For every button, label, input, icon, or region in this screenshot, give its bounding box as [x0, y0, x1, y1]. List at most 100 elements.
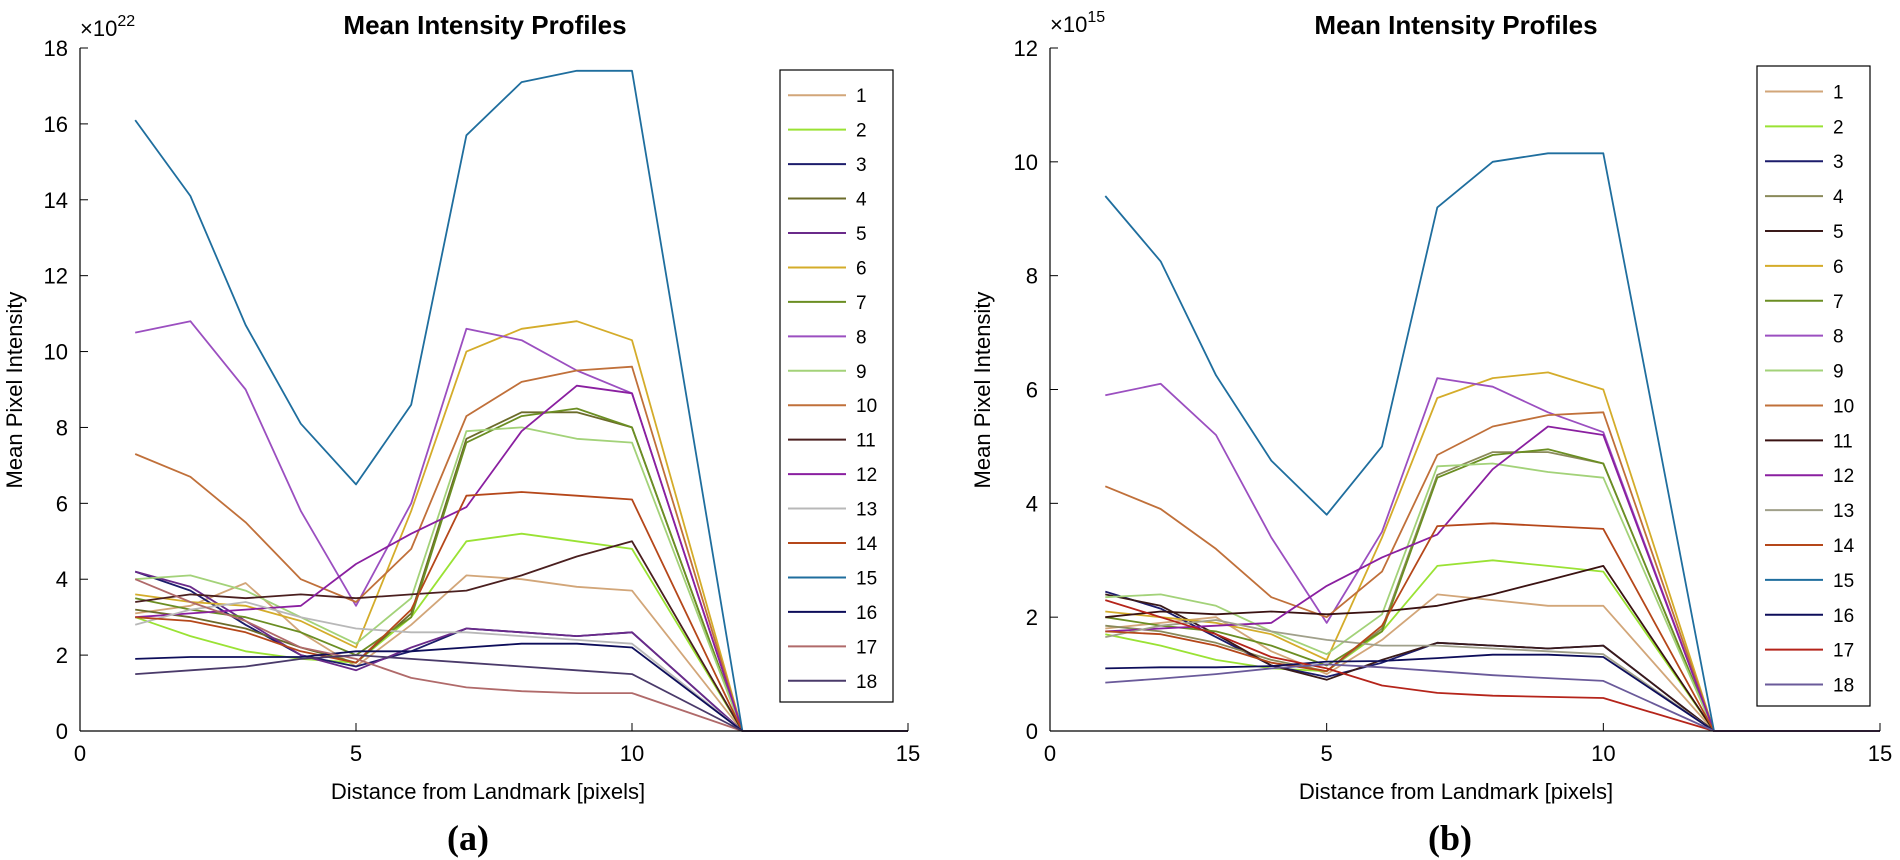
- plot-area: [1050, 48, 1880, 731]
- legend-label-5: 5: [1833, 222, 1844, 243]
- series-line-9: [1105, 462, 1880, 732]
- legend-box: [1756, 65, 1871, 707]
- legend-label-6: 6: [1833, 257, 1844, 278]
- legend-label-7: 7: [856, 293, 867, 314]
- legend-label-15: 15: [1833, 571, 1854, 592]
- panel-caption-a: (a): [447, 818, 489, 858]
- legend-label-1: 1: [856, 86, 867, 107]
- x-tick-label: 0: [74, 741, 86, 766]
- legend-label-13: 13: [1833, 501, 1854, 522]
- series-line-9: [135, 426, 908, 732]
- legend-label-9: 9: [856, 362, 867, 383]
- series-line-13: [1105, 619, 1880, 732]
- legend-label-12: 12: [856, 465, 877, 486]
- series-line-13: [134, 601, 908, 732]
- series-line-18: [1105, 663, 1880, 732]
- legend-label-2: 2: [856, 121, 867, 142]
- x-tick-label: 15: [1868, 741, 1892, 766]
- series-line-12: [1105, 425, 1880, 732]
- series-line-7: [135, 407, 908, 732]
- x-tick-label: 5: [1321, 741, 1333, 766]
- series-line-16: [1105, 653, 1880, 732]
- y-tick-label: 4: [1026, 491, 1038, 516]
- y-tick-label: 8: [56, 415, 68, 440]
- chart-title: Mean Intensity Profiles: [343, 10, 626, 40]
- x-tick-label: 10: [620, 741, 644, 766]
- legend-label-7: 7: [1833, 292, 1844, 313]
- series-line-12: [135, 384, 908, 732]
- series-lines: [1104, 152, 1880, 732]
- legend-label-14: 14: [856, 534, 878, 555]
- x-tick-label: 0: [1044, 741, 1056, 766]
- y-tick-label: 16: [44, 112, 68, 137]
- legend-label-11: 11: [856, 431, 876, 452]
- y-tick-label: 6: [56, 491, 68, 516]
- y-tick-label: 14: [44, 188, 68, 213]
- legend-label-15: 15: [856, 568, 877, 589]
- series-line-1: [135, 574, 908, 732]
- y-tick-label: 10: [1014, 150, 1038, 175]
- series-line-11: [1105, 565, 1880, 732]
- series-line-17: [1105, 599, 1880, 732]
- y-tick-label: 0: [56, 719, 68, 744]
- legend-label-16: 16: [1833, 606, 1854, 627]
- legend-label-14: 14: [1833, 536, 1855, 557]
- legend-label-18: 18: [1833, 676, 1854, 697]
- x-tick-label: 10: [1591, 741, 1615, 766]
- y-tick-label: 8: [1026, 264, 1038, 289]
- plot-area: [80, 48, 908, 731]
- legend-label-1: 1: [1833, 82, 1844, 103]
- series-line-5: [1105, 593, 1880, 732]
- legend-label-3: 3: [856, 155, 867, 176]
- y-tick-label: 12: [1014, 36, 1038, 61]
- legend-label-2: 2: [1833, 117, 1844, 138]
- x-tick-label: 15: [896, 741, 920, 766]
- series-line-10: [1104, 411, 1880, 732]
- legend-label-3: 3: [1833, 152, 1844, 173]
- series-line-6: [135, 320, 908, 732]
- y-tick-label: 4: [56, 567, 68, 592]
- x-axis-label: Distance from Landmark [pixels]: [1299, 779, 1613, 804]
- legend-label-8: 8: [856, 327, 867, 348]
- panel-caption-b: (b): [1428, 818, 1472, 858]
- legend-label-11: 11: [1833, 431, 1853, 452]
- legend-box: [779, 69, 894, 703]
- legend-label-13: 13: [856, 500, 877, 521]
- y-tick-label: 12: [44, 264, 68, 289]
- y-tick-label: 18: [44, 36, 68, 61]
- series-line-1: [1105, 593, 1880, 732]
- legend-label-17: 17: [856, 637, 877, 658]
- legend-label-10: 10: [1833, 396, 1854, 417]
- series-lines: [134, 69, 908, 732]
- series-line-10: [134, 365, 908, 732]
- legend-label-6: 6: [856, 258, 867, 279]
- x-tick-label: 5: [350, 741, 362, 766]
- legend-label-16: 16: [856, 603, 877, 624]
- series-line-16: [135, 642, 908, 732]
- series-line-14: [135, 491, 908, 732]
- chart-title: Mean Intensity Profiles: [1314, 10, 1597, 40]
- series-line-18: [135, 654, 908, 732]
- legend-label-18: 18: [856, 672, 877, 693]
- legend-label-5: 5: [856, 224, 867, 245]
- series-line-14: [1105, 522, 1880, 732]
- legend-label-17: 17: [1833, 641, 1854, 662]
- series-line-2: [134, 532, 908, 732]
- series-line-15: [134, 69, 908, 732]
- y-tick-label: 6: [1026, 378, 1038, 403]
- series-line-6: [1105, 371, 1880, 732]
- series-line-17: [134, 578, 908, 732]
- y-multiplier: ×1015: [1050, 9, 1105, 37]
- legend-label-12: 12: [1833, 466, 1854, 487]
- legend-label-8: 8: [1833, 327, 1844, 348]
- legend-label-4: 4: [856, 190, 867, 211]
- y-tick-label: 10: [44, 340, 68, 365]
- series-line-11: [135, 540, 908, 732]
- y-tick-label: 2: [56, 643, 68, 668]
